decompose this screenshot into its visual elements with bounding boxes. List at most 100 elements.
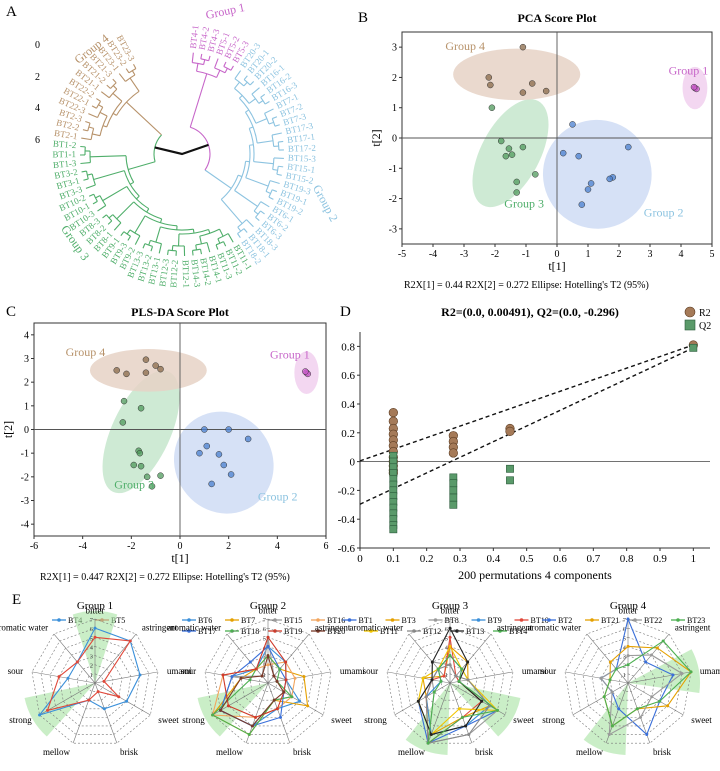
radar-point [448, 663, 452, 667]
y-tick-label: 1 [392, 103, 397, 114]
y-tick-label: 0.6 [341, 370, 355, 382]
radar-ring-label: 3 [263, 654, 266, 661]
score-point [487, 81, 494, 89]
dendrogram-branch [171, 245, 174, 251]
radar-point [650, 695, 654, 699]
y-tick-label: -4 [21, 520, 29, 531]
score-point [497, 137, 505, 145]
radar-series [600, 654, 683, 736]
radar-series [603, 640, 692, 727]
legend-marker [347, 618, 352, 622]
y-tick-label: 1 [24, 401, 29, 412]
score-point [148, 483, 156, 490]
radar-point [480, 699, 484, 703]
x-tick-label: 1 [586, 249, 591, 260]
radar-grid-ring [386, 618, 514, 744]
dendrogram-leaf-label: BT4-1 [188, 25, 201, 49]
group-label: Group 2 [644, 206, 684, 220]
legend-label: BT8 [445, 616, 459, 625]
dendrogram-branch [249, 81, 255, 86]
dendrogram-branch [272, 168, 278, 171]
radar-grid-ring [222, 636, 314, 727]
dendrogram-branch [192, 229, 195, 234]
radar-point [284, 678, 288, 682]
radar-point [457, 707, 461, 711]
x-tick-label: 4 [679, 249, 684, 260]
radar-axis-label: bitter [619, 606, 638, 616]
dendrogram-branch [251, 93, 260, 104]
dendrogram-branch [237, 233, 241, 238]
radar-axis-label: sour [8, 666, 24, 676]
radar-point [278, 667, 282, 671]
dendrogram-branch [108, 88, 118, 99]
dendrogram-branch [100, 91, 110, 99]
radar-spoke [53, 633, 96, 684]
radar-point [430, 660, 434, 664]
radar-point [266, 635, 270, 639]
dendrogram-leaf-label: BT17-1 [286, 132, 315, 145]
radar-grid-ring [76, 664, 114, 701]
dendrogram-branch [216, 69, 221, 78]
radar-point [248, 660, 252, 664]
dendrogram-branch [243, 228, 248, 233]
dendrogram-branch [146, 208, 150, 213]
q2-point [506, 476, 514, 485]
dendrogram-branch [191, 250, 194, 256]
radar-axis-label: umami [700, 666, 720, 676]
panel-letter-c: C [6, 304, 16, 320]
radar-ring-label: 1 [445, 672, 448, 679]
x-axis-label: 200 permutations 4 components [458, 568, 612, 582]
radar-point [128, 639, 132, 643]
dendrogram-branch [268, 121, 274, 125]
dendrogram-leaf-labels: BT4-1BT4-2BT4-3BT5-1BT5-2BT5-3BT20-3BT20… [52, 25, 316, 289]
radar-ring-label: 1 [623, 672, 626, 679]
dendrogram-branch [107, 220, 113, 225]
radar-chart: Group 3 BT1 BT3 BT8 BT9 BT10 BT11 BT12 BT13 BT14 b… [342, 600, 549, 757]
radar-point [644, 660, 648, 664]
dendrogram-leaf-label: BT12-2 [168, 259, 180, 288]
radar-point [645, 733, 649, 737]
dendrogram-branch [249, 144, 254, 146]
radar-axis-label: bitter [441, 606, 460, 616]
dendrogram-branch [118, 73, 126, 82]
dendrogram-branch [93, 170, 125, 181]
r2-point [448, 448, 458, 458]
legend-label: BT2 [558, 616, 572, 625]
legend-label: BT10 [531, 616, 549, 625]
score-point [513, 189, 520, 196]
radar-point [253, 715, 257, 719]
radar-axis-label: sweet [158, 715, 179, 725]
radar-point [608, 660, 612, 664]
dendrogram-branch [88, 193, 94, 197]
radar-axis-label: mellow [576, 747, 603, 757]
dendrogram-scale-label: 6 [35, 135, 40, 146]
x-tick-label: 2 [617, 249, 622, 260]
dendrogram-branch [278, 140, 284, 143]
highlight-wedge [405, 683, 450, 755]
q2-point [449, 479, 458, 488]
dendrogram-branch [102, 185, 128, 202]
radar-spoke [386, 671, 451, 684]
radar-axis-label: mellow [398, 747, 425, 757]
dendrogram-branch [269, 180, 280, 185]
dendrogram-branch [125, 68, 130, 74]
pca-score-plot: PCA Score Plot Group 1 Group 2 Group 3 Group… [369, 11, 715, 291]
radar-ring-label: 3 [445, 654, 448, 661]
score-point [575, 152, 582, 160]
radar-point [448, 654, 452, 658]
radar-ring-label: 7 [445, 617, 449, 624]
dendrogram-leaf-label: BT1-1 [52, 149, 76, 159]
radar-axis-label: aromatic water [167, 623, 221, 633]
dendrogram-branch [234, 81, 240, 89]
radar-grid-ring [204, 618, 332, 744]
legend-marker [590, 618, 594, 622]
dendrogram-branch [234, 190, 258, 207]
radar-point [266, 654, 270, 658]
legend-marker [676, 618, 680, 622]
dendrogram-branch [206, 242, 211, 253]
radar-point [454, 674, 458, 678]
score-point [519, 43, 527, 51]
dendrogram-branch [276, 173, 282, 176]
radar-point [617, 707, 621, 711]
x-tick-label: 0.9 [653, 553, 667, 565]
